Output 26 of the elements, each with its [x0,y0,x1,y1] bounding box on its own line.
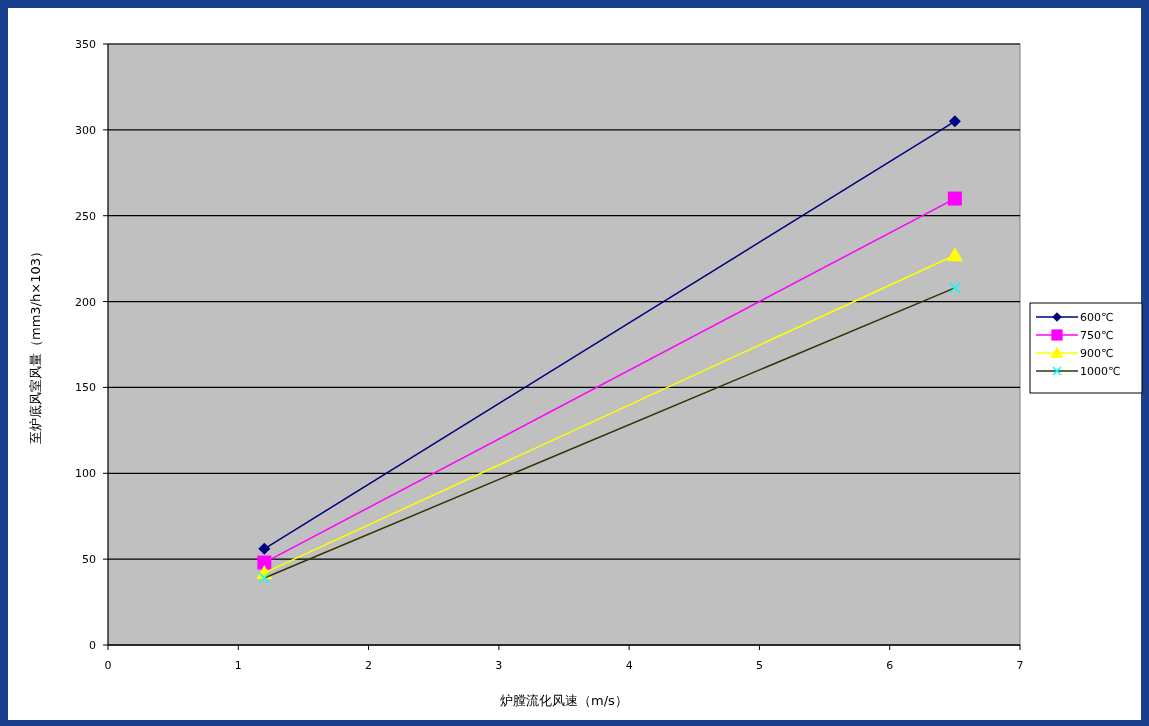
x-tick-label: 3 [495,659,503,672]
point [258,542,271,555]
y-tick-label: 100 [75,467,96,481]
x-tick-label: 0 [104,659,112,672]
x-axis-title: 炉膛流化风速（m/s） [500,693,628,708]
legend-label: 600℃ [1080,311,1114,324]
point [949,282,961,294]
x-tick-label: 5 [755,659,763,672]
y-tick-label: 0 [89,639,96,652]
y-tick-label: 250 [75,209,96,223]
x-tick-label: 4 [625,659,633,672]
x-tick-label: 1 [234,659,242,672]
legend-label: 900℃ [1080,347,1114,360]
point [947,191,962,206]
x-tick-label: 6 [886,659,894,672]
y-tick-label: 150 [75,381,96,395]
y-tick-label: 300 [75,123,96,137]
legend-label: 1000℃ [1080,365,1121,378]
legend-label: 750℃ [1080,329,1114,342]
y-tick-label: 50 [82,553,96,567]
x-tick-label: 2 [365,659,373,672]
point [948,115,961,128]
x-tick-label: 7 [1016,659,1024,672]
y-axis-title: 至炉底风室风量（mm3/h×103） [28,245,43,444]
y-tick-label: 350 [75,38,96,51]
y-tick-label: 200 [75,295,96,309]
